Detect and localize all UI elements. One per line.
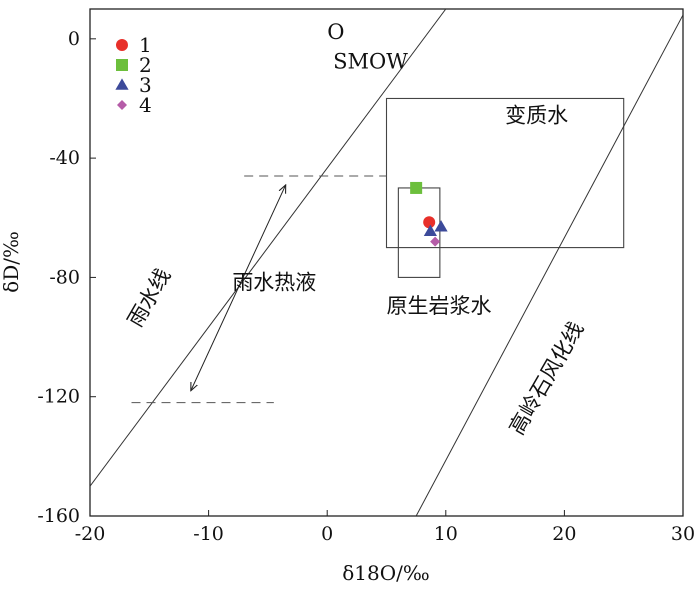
y-axis-title: δD/‰ — [0, 231, 23, 293]
region-box-1 — [385, 97, 625, 249]
plot-frame — [89, 8, 684, 517]
x-axis-title: δ18O/‰ — [342, 561, 429, 585]
data-point-series-3-1 — [423, 224, 437, 236]
y-tick-label: -160 — [37, 505, 80, 527]
legend-marker-4 — [117, 100, 127, 110]
line-label-1: 雨水线 — [123, 264, 175, 331]
legend-label-1: 1 — [139, 33, 152, 57]
x-tick-label: 30 — [671, 523, 695, 545]
y-tick-label: -40 — [49, 147, 80, 169]
legend-label-2: 2 — [139, 53, 152, 77]
double-arrow — [191, 185, 286, 391]
data-point-series-1-1 — [423, 216, 436, 229]
data-point-series-4-1 — [430, 236, 441, 247]
x-tick-label: -10 — [193, 523, 224, 545]
legend-marker-1 — [116, 39, 128, 51]
y-tick-label: -80 — [49, 266, 80, 288]
annotation-3: 变质水 — [505, 103, 568, 127]
legend-marker-2 — [116, 59, 128, 71]
x-tick-label: 0 — [321, 523, 333, 545]
annotation-5: 原生岩浆水 — [387, 294, 492, 318]
line-label-2: 高岭石风化线 — [505, 318, 589, 439]
annotation-1: O — [327, 20, 344, 44]
x-tick-label: 10 — [434, 523, 458, 545]
x-tick-label: 20 — [552, 523, 576, 545]
annotation-2: SMOW — [333, 50, 408, 74]
legend-label-3: 3 — [139, 73, 152, 97]
data-point-series-2-1 — [410, 181, 423, 194]
data-point-series-3-2 — [434, 220, 448, 232]
legend-label-4: 4 — [139, 93, 152, 117]
annotation-4: 雨水热液 — [232, 270, 316, 294]
reference-line-2 — [415, 14, 683, 516]
y-tick-label: 0 — [68, 28, 80, 50]
x-tick-label: -20 — [75, 523, 106, 545]
legend-marker-3 — [115, 78, 129, 90]
y-tick-label: -120 — [37, 386, 80, 408]
